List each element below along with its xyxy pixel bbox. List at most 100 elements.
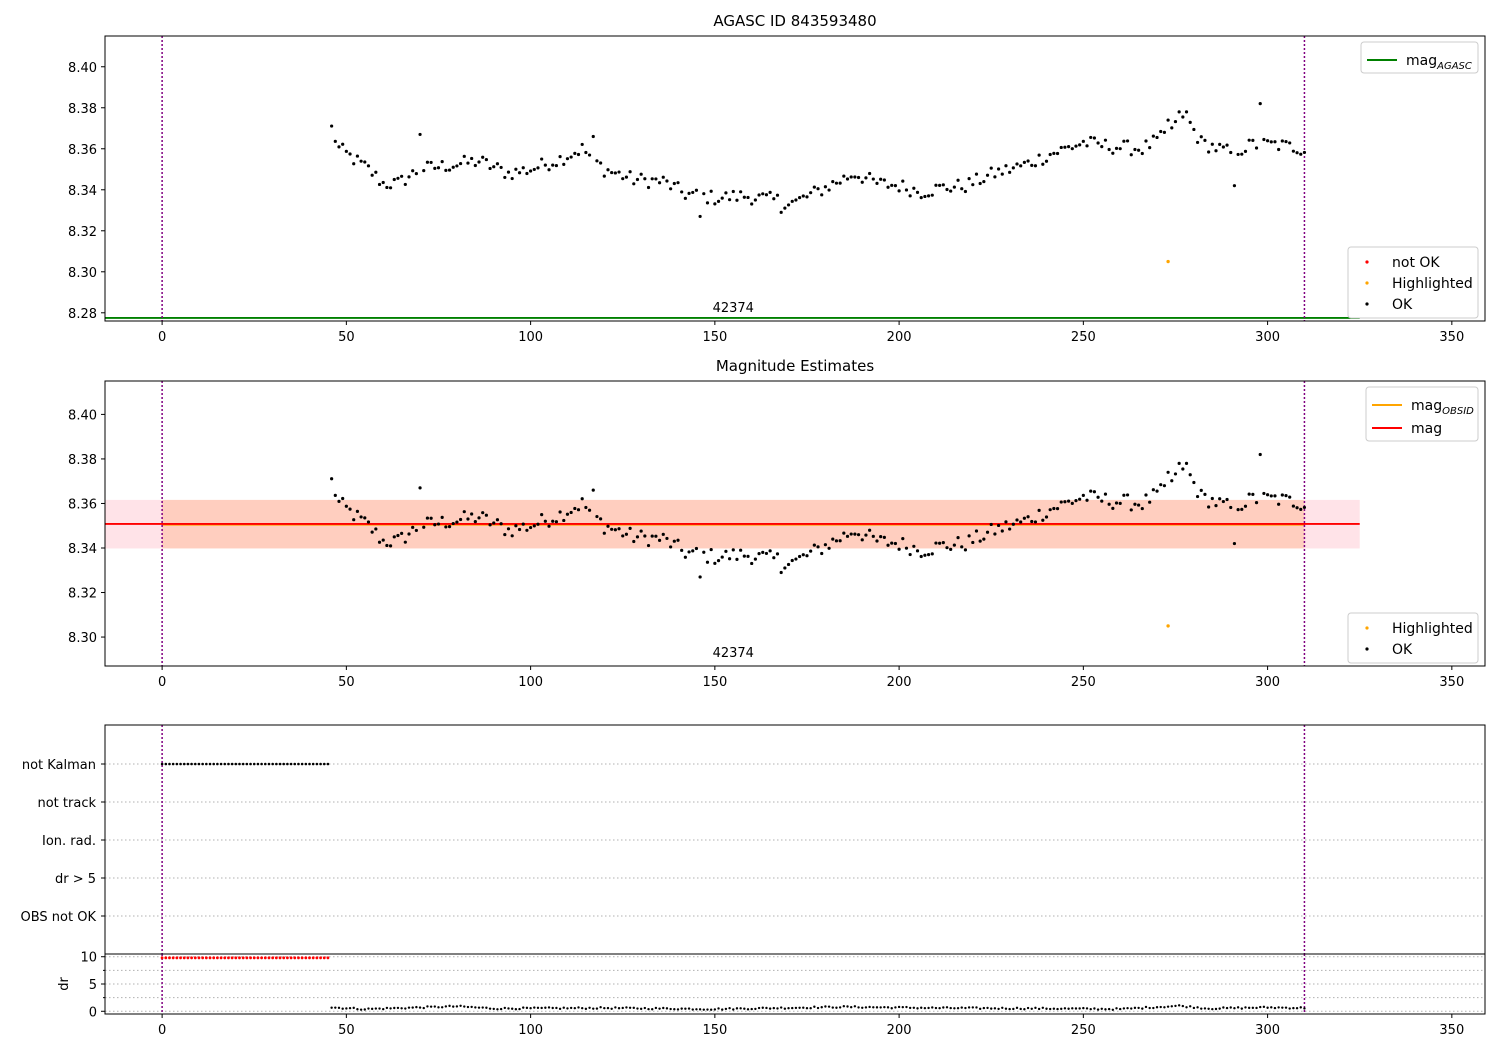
dr-point bbox=[499, 1007, 503, 1011]
estimates-legend-points[interactable]: Highlighted OK bbox=[1347, 612, 1479, 664]
mag-point bbox=[1140, 151, 1144, 156]
mag-point bbox=[492, 165, 496, 169]
mag-point bbox=[801, 553, 805, 557]
dr-point bbox=[334, 1006, 337, 1009]
mag-point bbox=[551, 519, 555, 523]
mag-point bbox=[1151, 488, 1155, 492]
flag-point bbox=[308, 762, 311, 766]
mag-point bbox=[982, 179, 986, 184]
mag-point bbox=[1133, 147, 1137, 152]
mag-point bbox=[1144, 139, 1148, 143]
mag-point bbox=[646, 543, 651, 548]
flag-category-label: not track bbox=[37, 796, 96, 811]
mag-point bbox=[433, 523, 437, 527]
dr-point bbox=[540, 1006, 543, 1010]
mag-point bbox=[912, 186, 916, 190]
mag-point bbox=[473, 520, 477, 524]
dr-point bbox=[835, 1006, 838, 1009]
mag-point bbox=[1199, 488, 1203, 492]
dr-point bbox=[945, 1006, 949, 1009]
mag-point bbox=[1008, 527, 1012, 531]
legend-point-swatch bbox=[1365, 647, 1369, 651]
dr-point bbox=[809, 1007, 812, 1010]
x-tick-label: 350 bbox=[1439, 1023, 1464, 1038]
dr-point bbox=[374, 1007, 378, 1010]
dr-point bbox=[662, 1006, 665, 1010]
mag-point bbox=[521, 522, 525, 526]
mag-point bbox=[1240, 507, 1244, 511]
dr-point bbox=[1170, 1005, 1173, 1008]
dr-point bbox=[735, 1007, 739, 1010]
mag-point bbox=[529, 525, 533, 530]
dr-point bbox=[665, 1007, 669, 1010]
mag-point bbox=[1254, 146, 1259, 150]
dr-point bbox=[724, 1007, 728, 1011]
mag-point bbox=[1192, 480, 1196, 485]
dr-point bbox=[510, 1007, 514, 1010]
mag-point bbox=[422, 525, 426, 529]
mag-point bbox=[455, 164, 459, 168]
mag-point bbox=[359, 159, 363, 163]
dr-point bbox=[875, 1006, 879, 1009]
mag-point bbox=[540, 513, 544, 517]
dr-point bbox=[842, 1005, 846, 1008]
mag-point bbox=[495, 518, 500, 522]
mag-point bbox=[1199, 135, 1203, 139]
x-tick-label: 50 bbox=[338, 1023, 355, 1038]
dr-point bbox=[382, 1007, 385, 1011]
dr-point bbox=[389, 1007, 392, 1010]
x-tick-label: 350 bbox=[1439, 675, 1464, 690]
dr-saturated-point bbox=[160, 956, 164, 960]
mag-point bbox=[1103, 138, 1108, 142]
dr-point bbox=[739, 1007, 742, 1010]
dr-point bbox=[1015, 1006, 1019, 1010]
mag-point bbox=[934, 541, 938, 545]
mag-point bbox=[1262, 137, 1266, 142]
mag-point bbox=[1129, 153, 1133, 157]
mag-point bbox=[639, 172, 643, 176]
mag-point bbox=[481, 511, 485, 515]
legend-point-swatch bbox=[1365, 626, 1369, 630]
flag-point bbox=[249, 762, 252, 766]
mag-point bbox=[963, 189, 968, 194]
dr-point bbox=[1259, 1005, 1262, 1009]
mag-point bbox=[1041, 518, 1045, 522]
mag-point bbox=[967, 176, 971, 181]
dr-point bbox=[1211, 1007, 1214, 1011]
dr-point bbox=[1115, 1007, 1118, 1010]
mag-point bbox=[757, 193, 761, 197]
mag-point bbox=[587, 153, 592, 157]
dr-point bbox=[477, 1006, 481, 1009]
mag-point bbox=[613, 528, 617, 532]
mag-point bbox=[1295, 151, 1299, 155]
dr-saturated-point bbox=[168, 956, 171, 960]
dr-saturated-point bbox=[311, 956, 315, 960]
flag-point bbox=[219, 762, 223, 766]
dr-point bbox=[359, 1008, 363, 1011]
dr-point bbox=[348, 1006, 352, 1010]
agasc-legend-points[interactable]: not OK Highlighted OK bbox=[1347, 246, 1479, 319]
mag-point bbox=[669, 545, 673, 549]
mag-point bbox=[1114, 146, 1119, 150]
mag-point bbox=[761, 550, 765, 554]
dr-point bbox=[1270, 1006, 1273, 1009]
mag-point bbox=[705, 560, 710, 564]
mag-point bbox=[610, 527, 614, 531]
mag-point bbox=[396, 533, 400, 538]
dr-point bbox=[820, 1006, 823, 1009]
mag-point bbox=[613, 171, 617, 175]
dr-point bbox=[1078, 1007, 1081, 1010]
dr-saturated-point bbox=[322, 956, 326, 960]
mag-point bbox=[842, 174, 846, 178]
mag-point bbox=[698, 575, 702, 579]
mag-point bbox=[650, 534, 654, 538]
mag-point bbox=[716, 199, 721, 204]
dr-point bbox=[536, 1006, 540, 1010]
mag-point bbox=[691, 190, 695, 195]
mag-point bbox=[506, 527, 511, 531]
mag-point bbox=[1011, 522, 1015, 526]
agasc-legend-lines[interactable]: magAGASC bbox=[1360, 41, 1479, 74]
dr-point bbox=[1236, 1006, 1240, 1009]
dr-point bbox=[448, 1004, 451, 1008]
